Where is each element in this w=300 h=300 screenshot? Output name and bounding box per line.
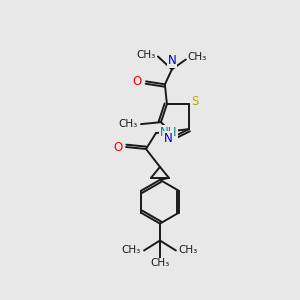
Text: CH₃: CH₃	[122, 245, 141, 256]
Text: O: O	[133, 75, 142, 88]
Text: CH₃: CH₃	[137, 50, 156, 59]
Text: N: N	[167, 54, 176, 68]
Text: NH: NH	[160, 126, 177, 139]
Text: CH₃: CH₃	[188, 52, 207, 62]
Text: S: S	[191, 95, 198, 108]
Text: CH₃: CH₃	[179, 245, 198, 256]
Text: O: O	[113, 140, 122, 154]
Text: N: N	[164, 132, 173, 145]
Text: CH₃: CH₃	[150, 258, 170, 268]
Text: CH₃: CH₃	[118, 119, 137, 129]
